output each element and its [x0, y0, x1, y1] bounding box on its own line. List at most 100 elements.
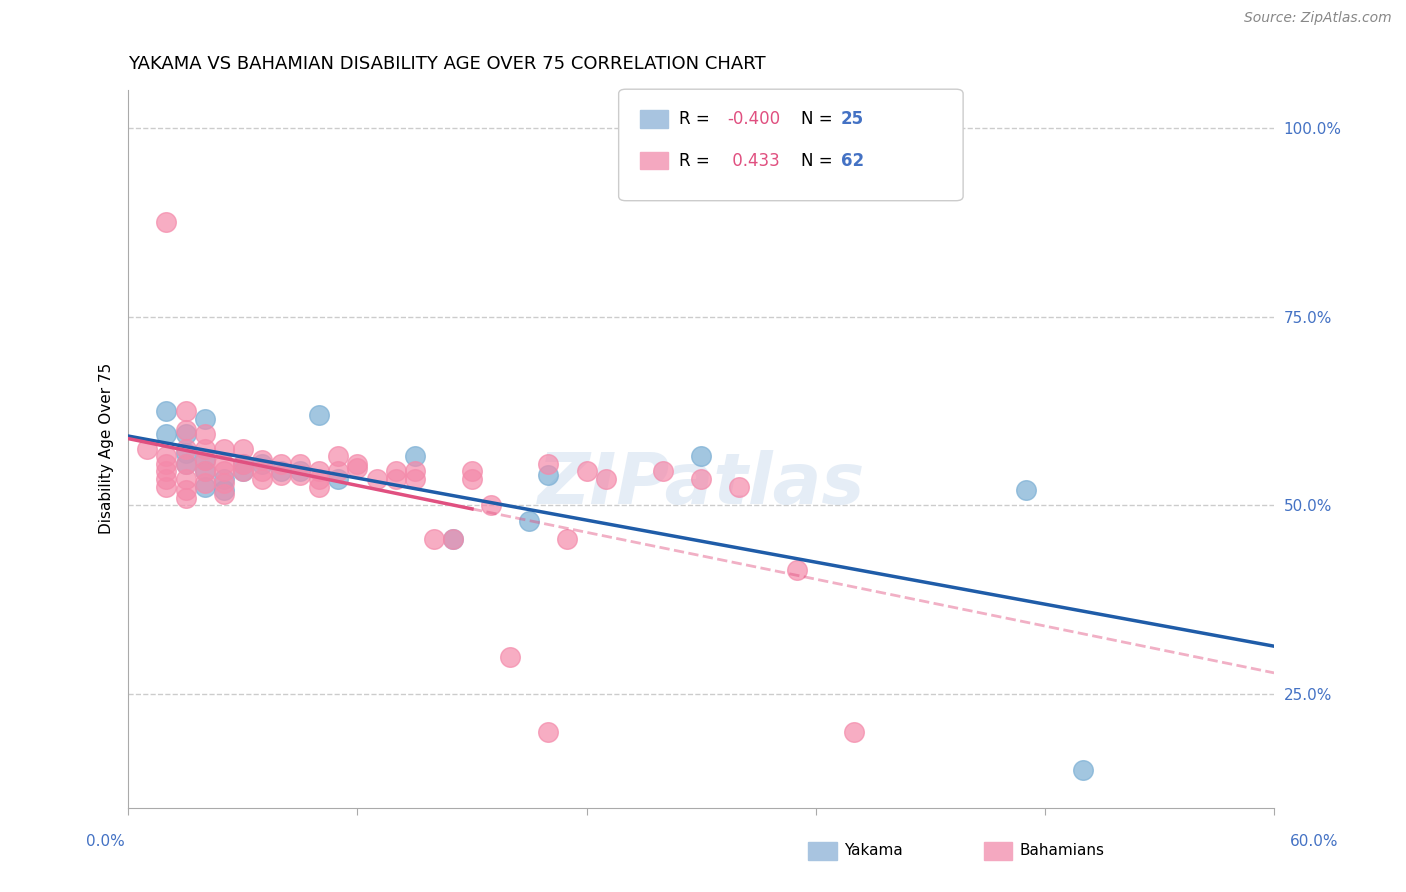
Text: R =: R =	[679, 110, 716, 128]
Text: N =: N =	[801, 152, 838, 169]
Point	[328, 450, 350, 464]
Point	[250, 472, 273, 486]
Point	[174, 491, 197, 505]
Point	[194, 479, 217, 493]
Point	[384, 465, 406, 479]
Point	[842, 725, 865, 739]
Point	[1071, 763, 1094, 777]
Point	[155, 215, 177, 229]
Point	[728, 479, 751, 493]
Point	[786, 563, 808, 577]
Point	[308, 472, 330, 486]
Point	[308, 408, 330, 422]
Point	[174, 404, 197, 418]
Point	[537, 725, 560, 739]
Point	[232, 457, 254, 471]
Point	[308, 479, 330, 493]
Point	[174, 423, 197, 437]
Point	[174, 426, 197, 441]
Point	[155, 472, 177, 486]
Point	[174, 457, 197, 471]
Point	[155, 404, 177, 418]
Point	[250, 465, 273, 479]
Point	[499, 649, 522, 664]
Point	[575, 465, 598, 479]
Text: Bahamians: Bahamians	[1019, 844, 1104, 858]
Point	[346, 460, 368, 475]
Point	[194, 411, 217, 425]
Point	[270, 457, 292, 471]
Point	[404, 472, 426, 486]
Point	[174, 457, 197, 471]
Point	[212, 475, 235, 490]
Point	[557, 533, 579, 547]
Point	[194, 442, 217, 456]
Point	[174, 442, 197, 456]
Text: ZIPatlas: ZIPatlas	[537, 450, 865, 519]
Point	[250, 453, 273, 467]
Text: 60.0%: 60.0%	[1291, 834, 1339, 848]
Point	[194, 453, 217, 467]
Point	[690, 450, 713, 464]
Point	[517, 514, 540, 528]
Point	[232, 442, 254, 456]
Point	[155, 465, 177, 479]
Point	[155, 450, 177, 464]
Point	[537, 457, 560, 471]
Point	[461, 465, 484, 479]
Point	[690, 472, 713, 486]
Point	[212, 442, 235, 456]
Point	[270, 465, 292, 479]
Point	[212, 465, 235, 479]
Point	[595, 472, 617, 486]
Point	[441, 533, 464, 547]
Point	[652, 465, 675, 479]
Point	[212, 472, 235, 486]
Point	[174, 472, 197, 486]
Text: R =: R =	[679, 152, 716, 169]
Point	[328, 465, 350, 479]
Point	[479, 499, 502, 513]
Point	[1015, 483, 1038, 498]
Point	[155, 457, 177, 471]
Y-axis label: Disability Age Over 75: Disability Age Over 75	[100, 363, 114, 534]
Point	[194, 426, 217, 441]
Point	[194, 453, 217, 467]
Text: Source: ZipAtlas.com: Source: ZipAtlas.com	[1244, 12, 1392, 25]
Point	[232, 465, 254, 479]
Point	[232, 465, 254, 479]
Point	[194, 465, 217, 479]
Point	[461, 472, 484, 486]
Point	[404, 450, 426, 464]
Text: -0.400: -0.400	[727, 110, 780, 128]
Point	[174, 483, 197, 498]
Text: 25: 25	[841, 110, 863, 128]
Point	[366, 472, 388, 486]
Text: 0.0%: 0.0%	[86, 834, 125, 848]
Point	[212, 483, 235, 498]
Point	[384, 472, 406, 486]
Point	[212, 457, 235, 471]
Point	[288, 465, 311, 479]
Point	[174, 445, 197, 459]
Text: 0.433: 0.433	[727, 152, 780, 169]
Point	[194, 475, 217, 490]
Text: YAKAMA VS BAHAMIAN DISABILITY AGE OVER 75 CORRELATION CHART: YAKAMA VS BAHAMIAN DISABILITY AGE OVER 7…	[128, 55, 766, 73]
Point	[212, 487, 235, 501]
Text: Yakama: Yakama	[844, 844, 903, 858]
Point	[136, 442, 159, 456]
Text: N =: N =	[801, 110, 838, 128]
Point	[250, 457, 273, 471]
Point	[404, 465, 426, 479]
Point	[537, 468, 560, 483]
Point	[270, 468, 292, 483]
Point	[423, 533, 446, 547]
Point	[155, 479, 177, 493]
Point	[288, 468, 311, 483]
Point	[288, 457, 311, 471]
Text: 62: 62	[841, 152, 863, 169]
Point	[346, 457, 368, 471]
Point	[441, 533, 464, 547]
Point	[232, 457, 254, 471]
Point	[328, 472, 350, 486]
